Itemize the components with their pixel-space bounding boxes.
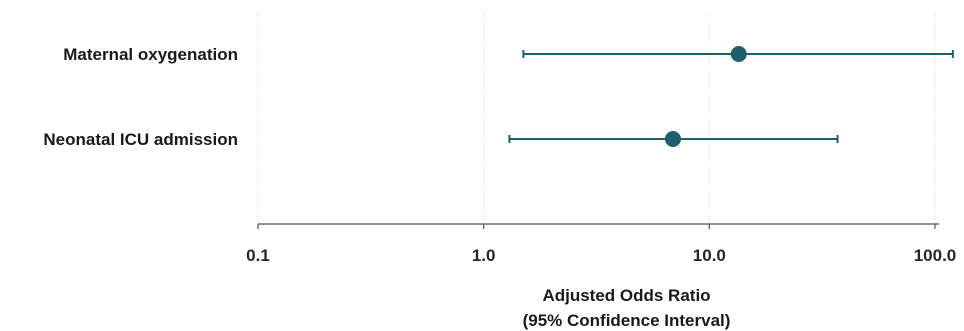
x-axis-ticks: 0.1 1.0 10.0 100.0 <box>246 224 956 265</box>
row-label: Neonatal ICU admission <box>43 130 238 149</box>
x-axis-title-line1: Adjusted Odds Ratio <box>542 286 710 305</box>
x-tick-label: 100.0 <box>914 246 957 265</box>
point-estimate <box>730 46 747 62</box>
point-estimate <box>664 131 681 147</box>
x-axis-title-line2: (95% Confidence Interval) <box>523 311 731 330</box>
estimates: Maternal oxygenation Neonatal ICU admissi… <box>43 45 954 149</box>
x-tick-label: 1.0 <box>472 246 496 265</box>
gridlines <box>257 12 936 224</box>
x-tick-label: 0.1 <box>246 246 270 265</box>
row-label: Maternal oxygenation <box>63 45 238 64</box>
x-tick-label: 10.0 <box>693 246 726 265</box>
